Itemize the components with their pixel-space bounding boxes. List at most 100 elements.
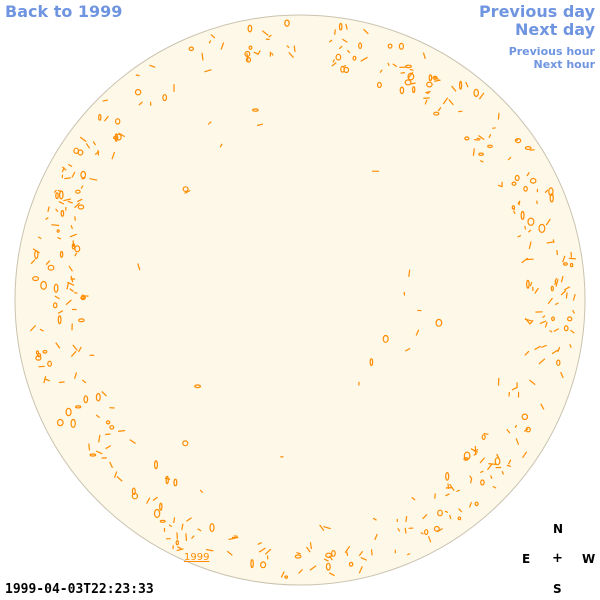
solar-feature-mark [154, 460, 159, 470]
solar-feature-mark [428, 74, 433, 82]
solar-feature-mark [497, 112, 500, 120]
solar-feature-mark [520, 210, 525, 220]
solar-feature-mark [556, 249, 558, 256]
solar-feature-mark [553, 328, 560, 333]
solar-feature-mark [209, 523, 215, 533]
solar-feature-mark [344, 545, 351, 554]
solar-feature-mark [74, 292, 78, 294]
solar-feature-mark [309, 542, 312, 550]
solar-feature-mark [153, 508, 161, 519]
solar-feature-mark [95, 392, 101, 402]
solar-feature-mark [352, 55, 357, 61]
solar-feature-mark [247, 24, 253, 33]
solar-feature-mark [57, 189, 64, 193]
solar-feature-mark [469, 475, 473, 480]
solar-feature-mark [56, 229, 60, 233]
solar-feature-mark [325, 562, 331, 571]
solar-feature-mark [306, 546, 311, 553]
solar-feature-mark [74, 202, 81, 209]
solar-feature-mark [264, 548, 272, 555]
solar-feature-mark [483, 432, 489, 435]
solar-feature-mark [514, 424, 518, 428]
solar-feature-mark [433, 79, 441, 82]
solar-feature-mark [563, 325, 569, 332]
solar-feature-mark [473, 449, 479, 452]
solar-feature-mark [526, 171, 530, 177]
solar-feature-mark [95, 414, 101, 419]
solar-feature-mark [407, 72, 415, 81]
solar-feature-mark [53, 189, 57, 193]
solar-feature-mark [382, 334, 389, 343]
solar-feature-mark [538, 223, 546, 233]
solar-feature-mark [109, 461, 114, 469]
solar-feature-mark [445, 472, 450, 481]
solar-feature-mark [557, 346, 561, 353]
solar-feature-mark [58, 381, 65, 384]
solar-feature-mark [425, 90, 431, 94]
solar-feature-mark [528, 319, 534, 325]
solar-feature-mark [536, 200, 538, 205]
solar-feature-mark [524, 146, 532, 151]
previous-hour-link[interactable]: Previous hour [508, 45, 595, 58]
solar-feature-mark [61, 167, 65, 173]
back-to-year-link[interactable]: Back to 1999 [5, 2, 123, 21]
solar-feature-mark [554, 302, 559, 306]
next-day-link[interactable]: Next day [515, 20, 595, 39]
solar-feature-mark [534, 345, 541, 351]
solar-feature-mark [468, 501, 473, 508]
solar-feature-mark [188, 46, 194, 52]
solar-feature-mark [77, 346, 82, 353]
solar-feature-mark [488, 463, 497, 465]
solar-feature-mark [325, 552, 333, 559]
solar-feature-mark [52, 302, 58, 309]
solar-feature-mark [176, 532, 178, 540]
year-link[interactable]: 1999 [184, 552, 210, 563]
previous-day-link[interactable]: Previous day [478, 2, 595, 21]
solar-feature-mark [118, 132, 126, 138]
solar-feature-mark [248, 45, 253, 50]
solar-feature-mark [546, 241, 555, 244]
solar-feature-mark [400, 72, 406, 74]
solar-feature-mark [363, 28, 369, 35]
solar-feature-mark [432, 75, 438, 80]
solar-feature-mark [550, 285, 554, 292]
next-hour-link[interactable]: Next hour [533, 58, 596, 71]
solar-feature-mark [442, 97, 449, 105]
solar-feature-mark [29, 324, 37, 332]
solar-feature-mark [56, 418, 64, 427]
solar-feature-mark [182, 186, 189, 193]
solar-feature-mark [55, 208, 59, 213]
solar-feature-mark [332, 59, 335, 63]
solar-feature-mark [511, 205, 516, 210]
solar-feature-mark [138, 101, 143, 106]
solar-feature-mark [173, 478, 178, 487]
solar-feature-mark [479, 160, 484, 163]
solar-feature-mark [426, 81, 433, 88]
solar-feature-mark [480, 479, 485, 486]
solar-feature-mark [422, 52, 426, 59]
solar-feature-mark [565, 292, 568, 299]
solar-feature-mark [424, 99, 428, 105]
solar-feature-mark [529, 281, 533, 287]
solar-feature-mark [387, 62, 390, 66]
solar-feature-mark [258, 547, 266, 553]
solar-feature-mark [506, 464, 512, 467]
solar-feature-mark [492, 485, 497, 489]
solar-feature-mark [233, 535, 238, 537]
solar-feature-mark [570, 251, 573, 258]
solar-feature-mark [97, 150, 100, 156]
solar-feature-mark [92, 141, 97, 146]
solar-feature-mark [226, 550, 233, 556]
solar-feature-mark [55, 342, 61, 349]
solar-feature-mark [74, 372, 78, 379]
solar-feature-mark [186, 517, 192, 522]
solar-feature-mark [185, 533, 188, 542]
solar-feature-mark [111, 151, 116, 160]
solar-feature-mark [444, 510, 449, 513]
solar-feature-mark [64, 177, 72, 180]
solar-feature-mark [517, 234, 522, 238]
solar-feature-mark [72, 344, 78, 351]
solar-feature-mark [70, 418, 76, 428]
solar-feature-mark [80, 185, 84, 189]
